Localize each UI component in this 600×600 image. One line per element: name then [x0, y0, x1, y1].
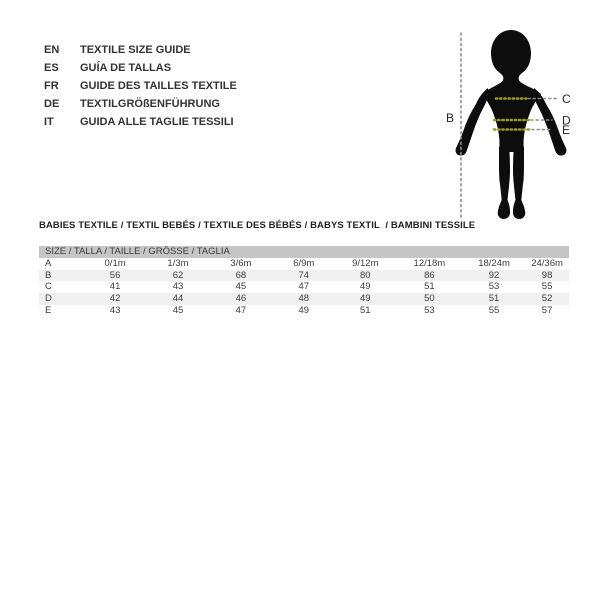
svg-text:E: E [562, 123, 570, 137]
svg-text:C: C [562, 92, 571, 106]
svg-text:B: B [446, 111, 454, 125]
